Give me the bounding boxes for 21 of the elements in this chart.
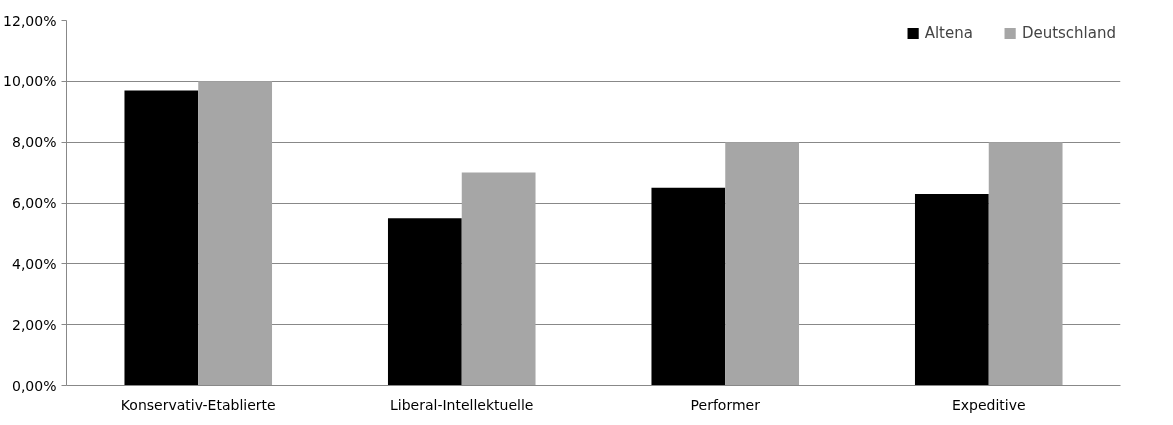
x-tick-label: Performer: [690, 396, 761, 413]
bar: [651, 187, 726, 386]
bar: [124, 90, 199, 386]
y-tick-label: 4,00%: [12, 255, 57, 272]
y-tick-label: 6,00%: [12, 195, 57, 211]
y-tick-label: 0,00%: [12, 377, 57, 394]
bar: [914, 193, 989, 386]
y-tick-label: 2,00%: [12, 316, 57, 333]
y-tick-label: 10,00%: [3, 73, 57, 90]
bar: [387, 218, 462, 386]
legend-label: Deutschland: [1021, 24, 1116, 42]
bar: [988, 142, 1063, 386]
x-tick-label: Expeditive: [951, 396, 1026, 413]
bar: [461, 172, 536, 386]
y-tick-label: 12,00%: [3, 12, 57, 29]
bar: [198, 81, 273, 386]
y-tick-label: 8,00%: [12, 134, 57, 151]
x-tick-label: Konservativ-Etablierte: [120, 396, 276, 413]
x-tick-label: Liberal-Intellektuelle: [390, 396, 534, 413]
legend-label: Altena: [924, 24, 973, 42]
bar: [725, 142, 800, 386]
